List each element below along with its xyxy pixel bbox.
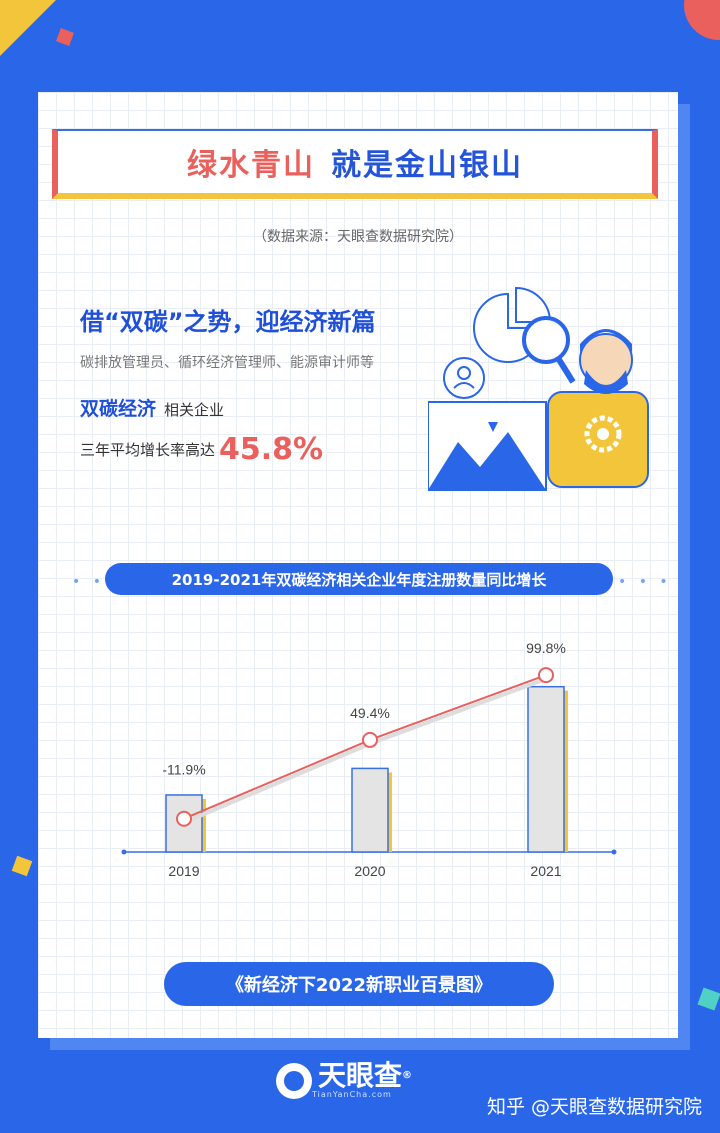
growth-point — [538, 667, 554, 684]
growth-line: 三年平均增长率高达 45.8% — [80, 432, 323, 467]
deco-teal-square — [697, 987, 720, 1011]
zhihu-watermark: 知乎 @天眼查数据研究院 — [486, 1096, 702, 1118]
deco-yellow-square — [11, 855, 33, 877]
infographic-card: 绿水青山 就是金山银山 （数据来源：天眼查数据研究院） 借“双碳”之势，迎经济新… — [38, 92, 678, 1038]
chart-title: 2019-2021年双碳经济相关企业年度注册数量同比增长 — [105, 563, 613, 595]
logo-reg: ® — [402, 1070, 413, 1081]
headline: 借“双碳”之势，迎经济新篇 — [80, 308, 376, 336]
growth-point — [176, 810, 192, 827]
data-label: 99.8% — [526, 640, 566, 656]
growth-point — [362, 731, 378, 748]
deco-red-circle — [684, 0, 720, 40]
x-tick-label: 2019 — [168, 863, 199, 879]
logo-url: TianYanCha.com — [312, 1090, 392, 1099]
data-source: （数据来源：天眼查数据研究院） — [253, 229, 463, 245]
title-part2: 就是金山银山 — [331, 148, 523, 183]
analyst-illustration — [428, 286, 649, 491]
x-axis-end-dot — [611, 849, 617, 855]
title-part1: 绿水青山 — [187, 148, 315, 183]
data-label: 49.4% — [350, 705, 390, 721]
chart-title-dots-right: • • • — [618, 574, 672, 590]
deco-red-square — [56, 28, 74, 46]
logo-name: 天眼查 — [318, 1059, 403, 1092]
growth-value: 45.8% — [219, 432, 324, 467]
x-tick-label: 2021 — [530, 863, 561, 879]
sector-line: 双碳经济 相关企业 — [80, 394, 224, 421]
deco-yellow-triangle — [0, 0, 56, 56]
sector-name: 双碳经济 — [80, 398, 157, 420]
bar — [351, 767, 389, 853]
main-title: 绿水青山 就是金山银山 — [52, 129, 658, 199]
bar — [527, 685, 565, 853]
growth-chart: 2019 2020 2021 -11.9% 49.4% 99.8% — [121, 640, 617, 879]
tianyancha-logo: 天眼查® TianYanCha.com — [276, 1062, 412, 1099]
x-axis-start-dot — [121, 849, 127, 855]
sector-suffix: 相关企业 — [164, 401, 225, 419]
report-title-button[interactable]: 《新经济下2022新职业百景图》 — [164, 962, 554, 1006]
data-label: -11.9% — [162, 762, 205, 778]
job-list: 碳排放管理员、循环经济管理师、能源审计师等 — [80, 355, 374, 371]
growth-label: 三年平均增长率高达 — [80, 441, 216, 459]
x-tick-label: 2020 — [354, 863, 385, 879]
logo-mark-icon — [276, 1062, 312, 1099]
